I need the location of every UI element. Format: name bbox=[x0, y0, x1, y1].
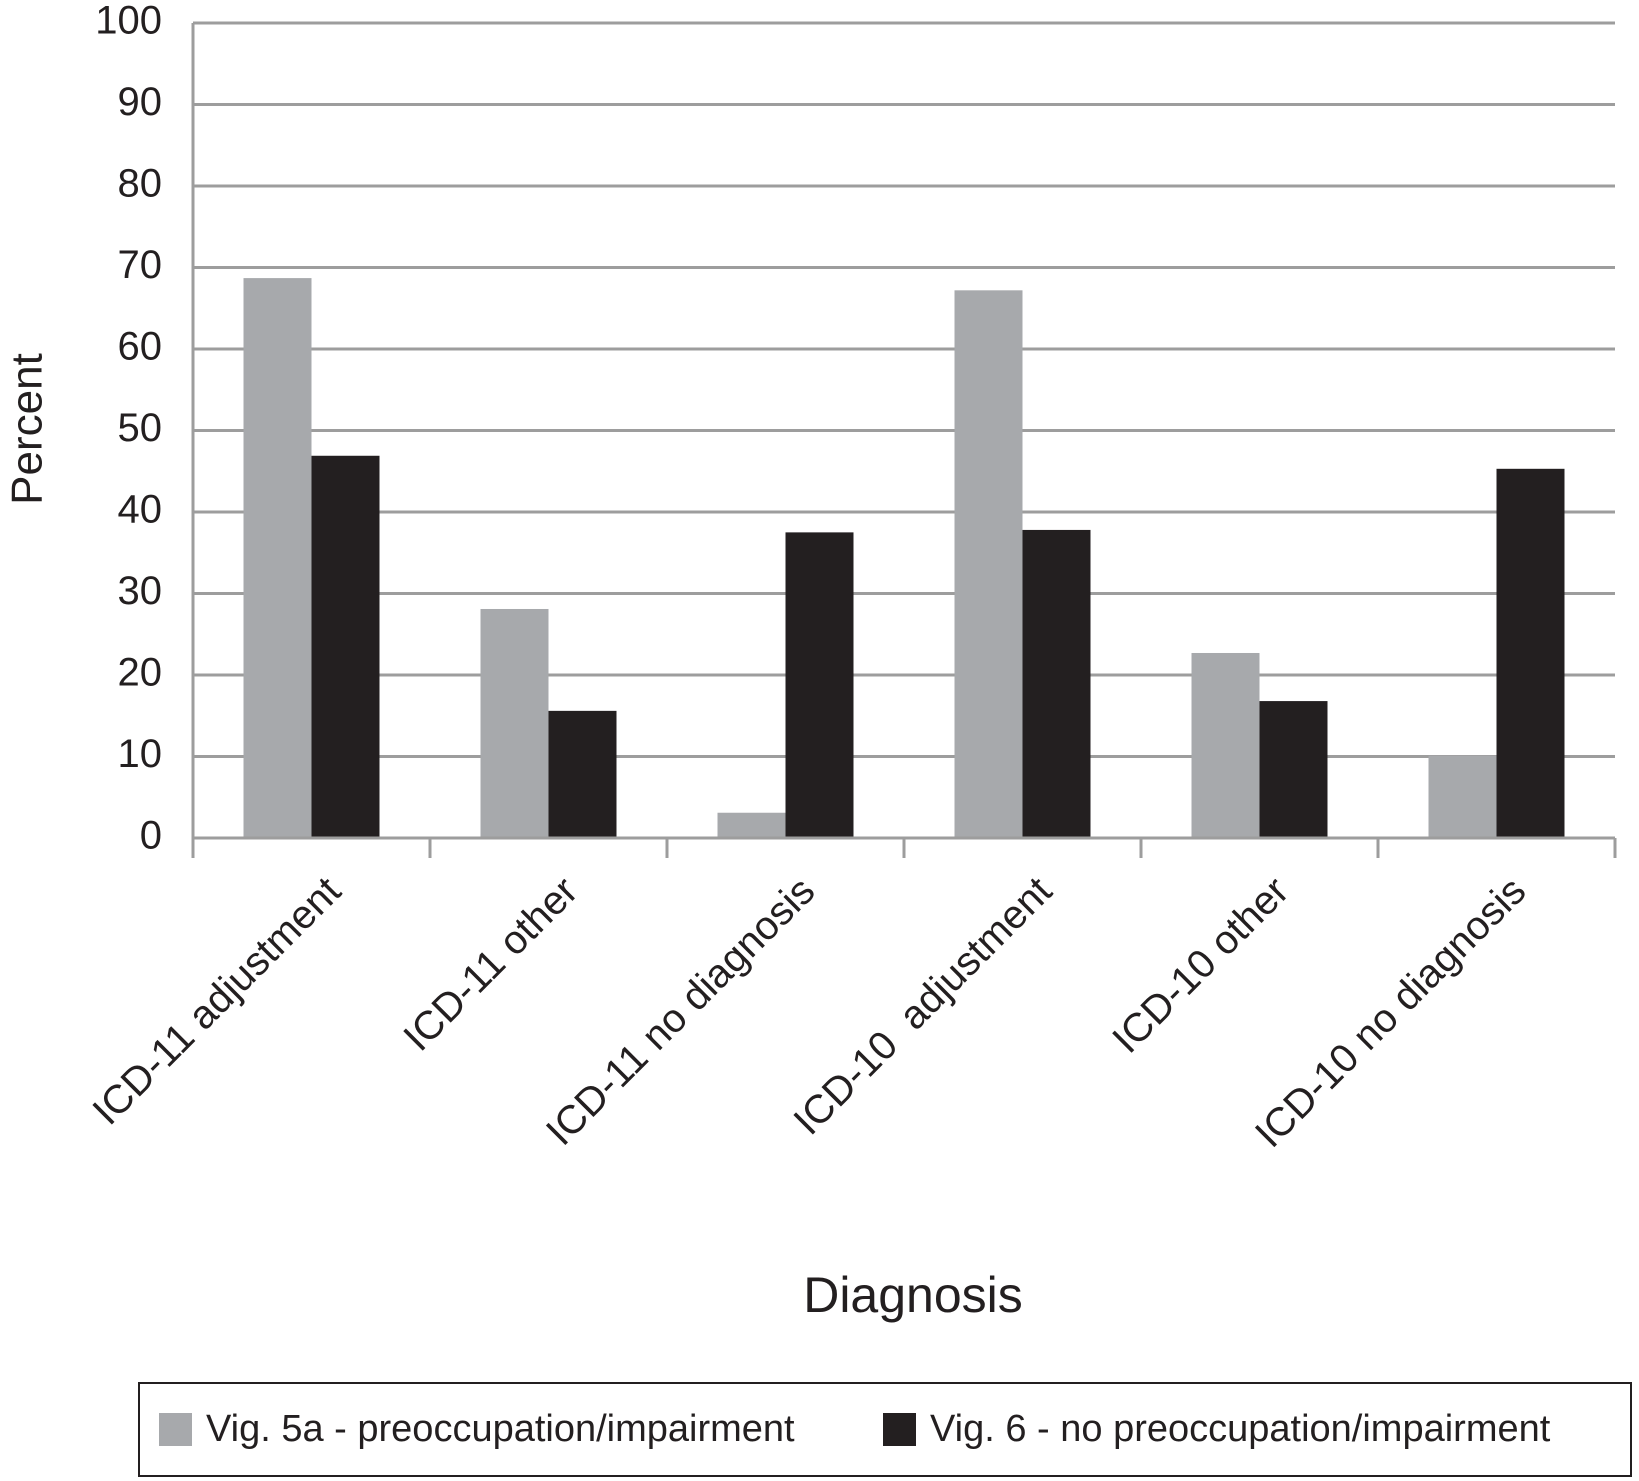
bar bbox=[954, 290, 1023, 838]
bar bbox=[1191, 652, 1260, 838]
y-tick-label: 0 bbox=[140, 814, 162, 858]
y-tick-label: 30 bbox=[118, 569, 163, 613]
bar bbox=[1022, 529, 1091, 838]
y-tick-label: 90 bbox=[118, 80, 163, 124]
y-axis-title: Percent bbox=[3, 353, 52, 505]
bar bbox=[311, 455, 380, 838]
bar bbox=[1428, 755, 1497, 838]
bar bbox=[1259, 701, 1328, 838]
bar bbox=[243, 278, 312, 839]
y-tick-label: 40 bbox=[118, 488, 163, 532]
legend-swatch bbox=[159, 1413, 192, 1446]
bar bbox=[480, 608, 549, 838]
y-tick-label: 20 bbox=[118, 651, 163, 695]
bar bbox=[785, 532, 854, 838]
legend-label: Vig. 5a - preoccupation/impairment bbox=[206, 1408, 795, 1450]
bar bbox=[548, 710, 617, 838]
bar bbox=[1496, 468, 1565, 838]
legend-label: Vig. 6 - no preoccupation/impairment bbox=[930, 1408, 1551, 1450]
y-tick-label: 10 bbox=[118, 732, 163, 776]
bar bbox=[717, 812, 786, 838]
legend-box bbox=[138, 1382, 1632, 1477]
y-tick-label: 80 bbox=[118, 162, 163, 206]
x-axis-title: Diagnosis bbox=[803, 1267, 1023, 1323]
y-tick-label: 50 bbox=[118, 406, 163, 450]
legend-swatch bbox=[883, 1413, 916, 1446]
y-tick-label: 60 bbox=[118, 325, 163, 369]
y-tick-label: 70 bbox=[118, 243, 163, 287]
y-tick-label: 100 bbox=[95, 0, 162, 43]
